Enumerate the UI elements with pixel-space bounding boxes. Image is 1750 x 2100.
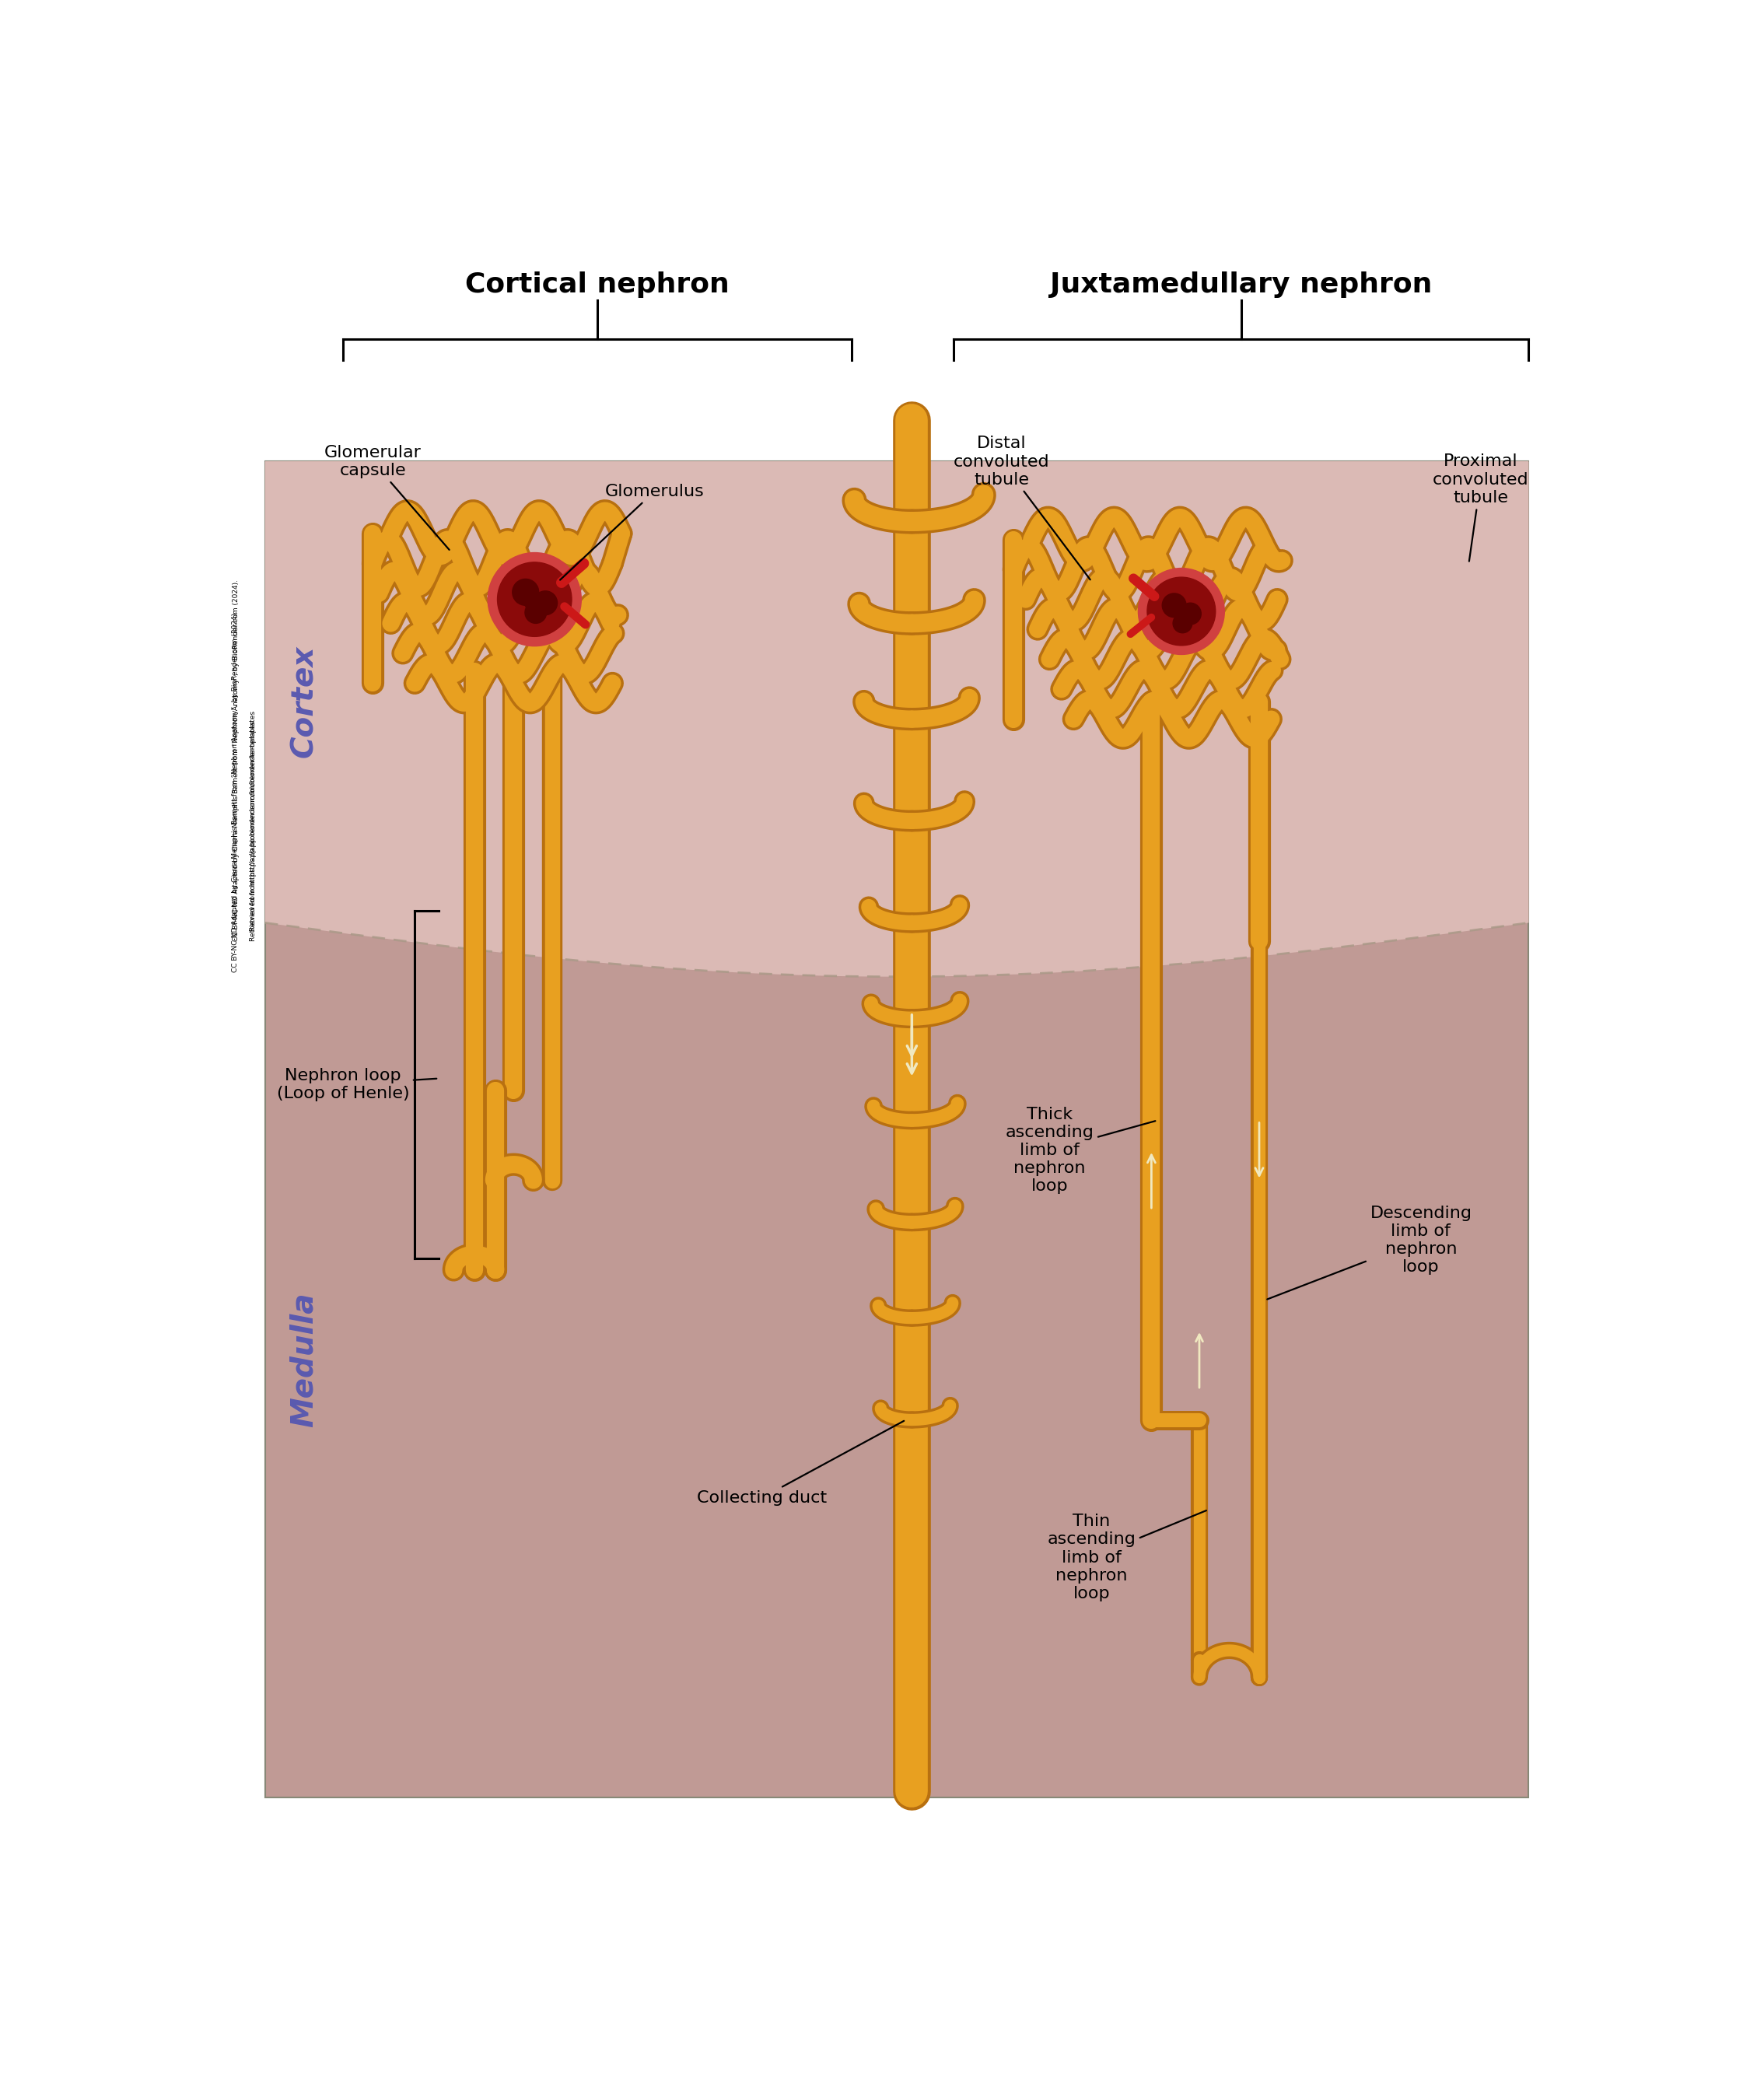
Bar (264, 462, 1530, 1798)
Text: Cortex: Cortex (289, 645, 318, 758)
Text: Distal
convoluted
tubule: Distal convoluted tubule (954, 437, 1090, 580)
Text: Medulla: Medulla (289, 1292, 318, 1428)
Text: Glomerular
capsule: Glomerular capsule (324, 445, 450, 550)
Text: Retrieved from https://app.biorender.com/biorender-templates: Retrieved from https://app.biorender.com… (250, 710, 257, 930)
Text: Cortical nephron: Cortical nephron (466, 271, 730, 298)
Text: Collecting duct: Collecting duct (696, 1422, 905, 1506)
Text: Proximal
convoluted
tubule: Proximal convoluted tubule (1433, 454, 1530, 561)
Text: Retrieved from https://app.biorender.com/biorender-templates: Retrieved from https://app.biorender.com… (250, 720, 257, 941)
Text: Descending
limb of
nephron
loop: Descending limb of nephron loop (1267, 1205, 1472, 1300)
Circle shape (1172, 613, 1192, 632)
Circle shape (513, 580, 539, 605)
Circle shape (525, 603, 546, 624)
Bar (264, 462, 1530, 922)
Text: Juxtamedullary nephron: Juxtamedullary nephron (1050, 271, 1432, 298)
Text: Nephron loop
(Loop of Henle): Nephron loop (Loop of Henle) (276, 1067, 436, 1100)
Text: CC BY-NC-ND Adapted by Cierra Memphis Barnett from “Nephron Anatomy”, by BioRend: CC BY-NC-ND Adapted by Cierra Memphis Ba… (233, 580, 240, 941)
Circle shape (1148, 578, 1216, 645)
Circle shape (525, 594, 539, 609)
Text: Glomerulus: Glomerulus (560, 483, 704, 580)
Circle shape (488, 552, 581, 647)
Circle shape (497, 563, 572, 636)
Circle shape (534, 590, 556, 615)
Text: Thick
ascending
limb of
nephron
loop: Thick ascending limb of nephron loop (1004, 1107, 1155, 1195)
Circle shape (1180, 603, 1200, 624)
Circle shape (1138, 569, 1225, 655)
Circle shape (1162, 594, 1186, 617)
Text: CC BY-NC-ND Adapted by Cierra Memphis Barnett from “Nephron Anatomy”, by BioRend: CC BY-NC-ND Adapted by Cierra Memphis Ba… (231, 611, 238, 972)
Text: Thin
ascending
limb of
nephron
loop: Thin ascending limb of nephron loop (1046, 1510, 1206, 1602)
PathPatch shape (264, 462, 1530, 976)
